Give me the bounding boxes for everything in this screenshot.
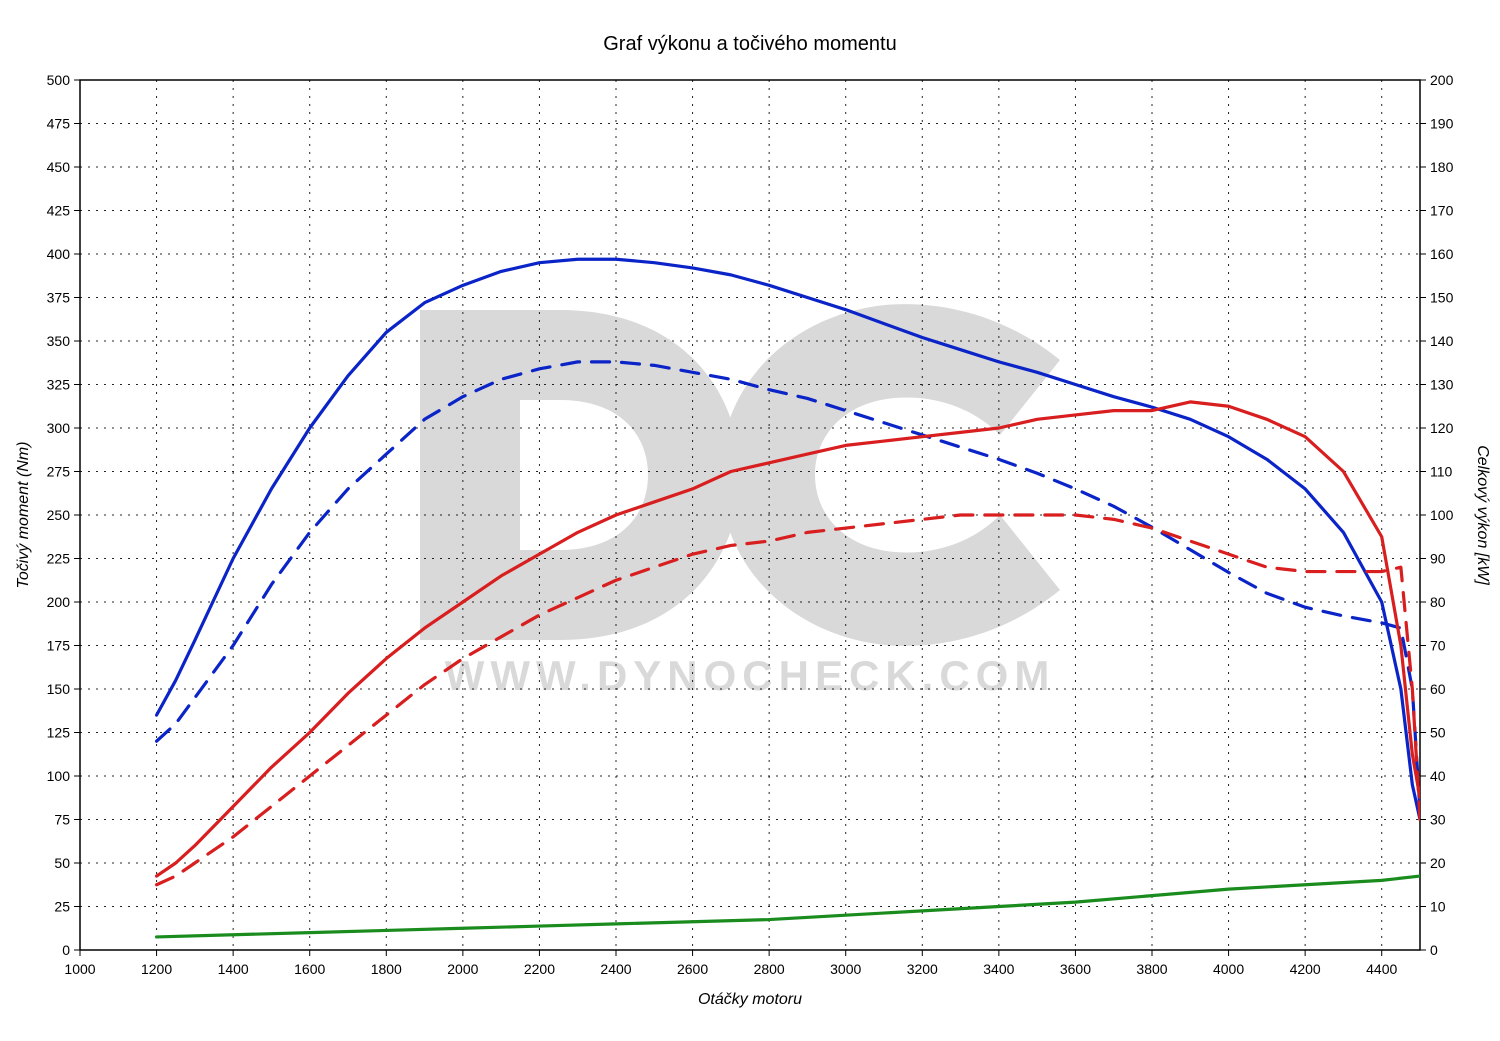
y2-tick-label: 10 [1430, 899, 1446, 915]
y2-axis-label: Celkový výkon [kW] [1474, 445, 1491, 585]
x-tick-label: 2200 [524, 961, 555, 977]
y2-tick-label: 200 [1430, 72, 1454, 88]
y1-tick-label: 50 [54, 855, 70, 871]
y1-tick-label: 300 [47, 420, 71, 436]
y1-tick-label: 275 [47, 464, 71, 480]
y1-tick-label: 325 [47, 377, 71, 393]
chart-title: Graf výkonu a točivého momentu [603, 33, 896, 55]
x-tick-label: 4200 [1290, 961, 1321, 977]
y1-axis-label: Točivý moment (Nm) [15, 442, 32, 589]
y1-tick-label: 425 [47, 203, 71, 219]
y2-tick-label: 140 [1430, 333, 1454, 349]
x-axis-label: Otáčky motoru [698, 991, 802, 1008]
y2-tick-label: 20 [1430, 855, 1446, 871]
y1-tick-label: 125 [47, 725, 71, 741]
chart-container: WWW.DYNOCHECK.COM10001200140016001800200… [0, 0, 1500, 1041]
x-tick-label: 4000 [1213, 961, 1244, 977]
y1-tick-label: 250 [47, 507, 71, 523]
y1-tick-label: 450 [47, 159, 71, 175]
x-tick-label: 3000 [830, 961, 861, 977]
chart-svg: WWW.DYNOCHECK.COM10001200140016001800200… [0, 0, 1500, 1041]
y2-tick-label: 130 [1430, 377, 1454, 393]
y2-tick-label: 150 [1430, 290, 1454, 306]
y2-tick-label: 40 [1430, 768, 1446, 784]
x-tick-label: 3800 [1136, 961, 1167, 977]
y2-tick-label: 0 [1430, 942, 1438, 958]
x-tick-label: 1000 [64, 961, 95, 977]
y1-tick-label: 400 [47, 246, 71, 262]
y1-tick-label: 200 [47, 594, 71, 610]
y2-tick-label: 80 [1430, 594, 1446, 610]
y2-tick-label: 180 [1430, 159, 1454, 175]
x-tick-label: 1400 [218, 961, 249, 977]
y2-tick-label: 170 [1430, 203, 1454, 219]
x-tick-label: 1600 [294, 961, 325, 977]
y1-tick-label: 150 [47, 681, 71, 697]
y2-tick-label: 160 [1430, 246, 1454, 262]
x-tick-label: 3600 [1060, 961, 1091, 977]
y1-tick-label: 375 [47, 290, 71, 306]
x-tick-label: 2600 [677, 961, 708, 977]
y2-tick-label: 70 [1430, 638, 1446, 654]
watermark-text: WWW.DYNOCHECK.COM [445, 652, 1056, 699]
x-tick-label: 3200 [907, 961, 938, 977]
x-tick-label: 4400 [1366, 961, 1397, 977]
y2-tick-label: 30 [1430, 812, 1446, 828]
y2-tick-label: 90 [1430, 551, 1446, 567]
y1-tick-label: 225 [47, 551, 71, 567]
y1-tick-label: 175 [47, 638, 71, 654]
y1-tick-label: 0 [62, 942, 70, 958]
y1-tick-label: 500 [47, 72, 71, 88]
x-tick-label: 2400 [600, 961, 631, 977]
x-tick-label: 1800 [371, 961, 402, 977]
x-tick-label: 2800 [754, 961, 785, 977]
y1-tick-label: 75 [54, 812, 70, 828]
y1-tick-label: 475 [47, 116, 71, 132]
y2-tick-label: 50 [1430, 725, 1446, 741]
y1-tick-label: 25 [54, 899, 70, 915]
y1-tick-label: 350 [47, 333, 71, 349]
y2-tick-label: 100 [1430, 507, 1454, 523]
y2-tick-label: 60 [1430, 681, 1446, 697]
y2-tick-label: 110 [1430, 464, 1453, 480]
x-tick-label: 3400 [983, 961, 1014, 977]
y1-tick-label: 100 [47, 768, 71, 784]
x-tick-label: 1200 [141, 961, 172, 977]
x-tick-label: 2000 [447, 961, 478, 977]
y2-tick-label: 120 [1430, 420, 1454, 436]
y2-tick-label: 190 [1430, 116, 1454, 132]
